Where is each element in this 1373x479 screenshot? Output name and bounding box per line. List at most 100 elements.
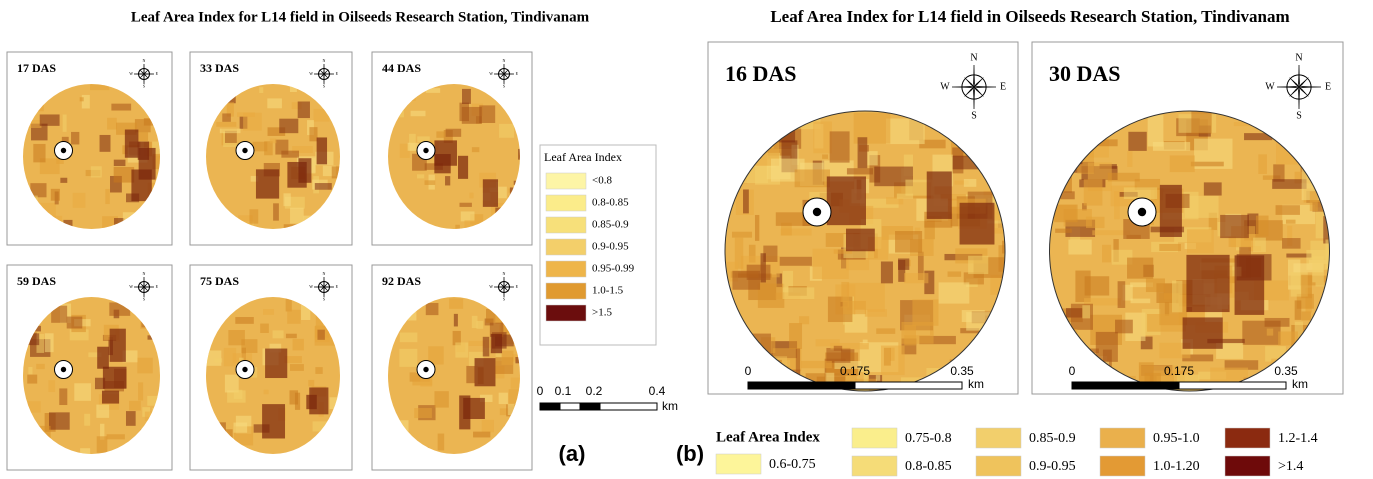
lai-patch	[105, 189, 109, 204]
lai-patch	[298, 101, 310, 118]
lai-dark-patch	[110, 329, 126, 362]
legend-label: 0.6-0.75	[769, 457, 816, 472]
lai-patch	[308, 380, 314, 386]
lai-patch	[28, 367, 32, 374]
field-marker-dot	[242, 148, 247, 153]
lai-patch	[36, 364, 45, 369]
map-label: 17 DAS	[17, 61, 56, 75]
lai-dark-patch	[138, 142, 149, 160]
lai-dark-patch	[265, 349, 287, 378]
lai-patch	[1253, 238, 1266, 252]
legend-swatch	[546, 261, 586, 277]
lai-patch	[1295, 300, 1302, 319]
lai-patch	[49, 412, 70, 429]
field-marker-dot	[423, 148, 428, 153]
lai-patch	[1115, 320, 1133, 334]
scale-bar-segment	[600, 403, 657, 410]
lai-patch	[830, 131, 850, 162]
scale-bar-segment	[855, 382, 962, 389]
lai-patch	[865, 309, 887, 317]
lai-patch	[290, 364, 304, 371]
lai-patch	[843, 301, 866, 314]
lai-patch	[968, 256, 988, 274]
lai-patch	[1312, 256, 1324, 282]
scale-bar-segment	[1072, 382, 1179, 389]
lai-patch	[263, 309, 274, 315]
lai-patch	[417, 174, 424, 178]
compass-s: S	[971, 110, 977, 121]
legend-label: 1.2-1.4	[1278, 431, 1318, 446]
legend-title: Leaf Area Index	[544, 150, 622, 164]
lai-patch	[1054, 205, 1077, 223]
lai-patch	[1084, 179, 1103, 205]
lai-patch	[315, 367, 322, 374]
lai-patch	[1124, 187, 1157, 199]
legend-swatch	[1225, 428, 1270, 448]
lai-dark-patch	[125, 130, 139, 158]
lai-patch	[220, 129, 241, 134]
legend-title: Leaf Area Index	[716, 429, 820, 445]
compass-w: W	[1265, 81, 1275, 92]
scale-bar-segment	[580, 403, 600, 410]
lai-patch	[82, 95, 90, 109]
lai-patch	[462, 107, 482, 124]
lai-patch	[222, 113, 231, 121]
compass-n: N	[1295, 52, 1302, 63]
scale-bar-segment	[560, 403, 580, 410]
lai-patch	[425, 180, 436, 185]
lai-patch	[460, 203, 472, 207]
figure: Leaf Area Index for L14 field in Oilseed…	[0, 0, 1373, 479]
lai-patch	[1127, 151, 1132, 167]
panel-b-title: Leaf Area Index for L14 field in Oilseed…	[770, 7, 1289, 26]
legend-label: 1.0-1.20	[1153, 459, 1200, 474]
lai-patch	[71, 132, 79, 145]
legend-swatch	[852, 456, 897, 476]
lai-patch	[1256, 216, 1269, 237]
legend-swatch	[716, 454, 761, 474]
lai-patch	[897, 194, 913, 199]
lai-patch	[1128, 132, 1146, 151]
lai-patch	[111, 104, 131, 111]
legend-swatch	[1100, 456, 1145, 476]
lai-patch	[912, 299, 938, 325]
lai-patch	[1276, 205, 1300, 215]
lai-dark-patch	[309, 387, 328, 414]
lai-patch	[847, 168, 873, 174]
legend-label: >1.5	[592, 307, 612, 319]
compass-n: N	[970, 52, 977, 63]
scale-tick-label: 0.35	[1274, 364, 1298, 378]
lai-patch	[129, 401, 141, 411]
lai-patch	[286, 299, 292, 312]
lai-patch	[228, 330, 245, 345]
legend-swatch	[1225, 456, 1270, 476]
lai-patch	[411, 111, 426, 116]
legend-swatch	[546, 305, 586, 321]
lai-patch	[96, 405, 109, 418]
scale-bar-segment	[748, 382, 855, 389]
lai-patch	[449, 298, 463, 308]
lai-patch	[881, 261, 893, 283]
lai-patch	[1301, 275, 1312, 298]
scale-unit: km	[662, 399, 678, 413]
map-label: 33 DAS	[200, 61, 239, 75]
lai-patch	[1148, 115, 1164, 147]
lai-patch	[466, 366, 475, 383]
legend-swatch	[1100, 428, 1145, 448]
lai-patch	[799, 316, 809, 324]
lai-dark-patch	[1160, 185, 1182, 237]
lai-patch	[107, 118, 117, 130]
map-label: 75 DAS	[200, 274, 239, 288]
lai-dark-patch	[1186, 255, 1229, 312]
map-label: 44 DAS	[382, 61, 421, 75]
compass-s: S	[323, 84, 325, 89]
lai-patch	[1153, 142, 1190, 151]
lai-patch	[137, 358, 152, 374]
lai-patch	[498, 187, 507, 199]
lai-patch	[1170, 155, 1195, 172]
lai-patch	[801, 361, 832, 368]
legend-label: <0.8	[592, 175, 612, 187]
lai-patch	[789, 323, 802, 349]
scale-tick-label: 0.35	[950, 364, 974, 378]
lai-patch	[469, 193, 473, 199]
legend-label: 0.9-0.95	[1029, 459, 1076, 474]
